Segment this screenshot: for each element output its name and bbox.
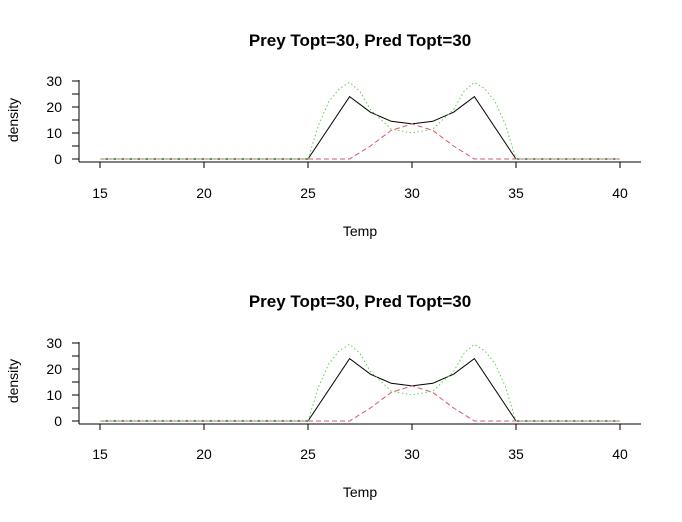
panel-2-title: Prey Topt=30, Pred Topt=30 (249, 292, 471, 311)
y-tick-label: 10 (46, 387, 62, 403)
x-tick-label: 15 (92, 185, 108, 201)
x-tick-label: 35 (508, 185, 524, 201)
x-tick-label: 25 (300, 446, 316, 462)
x-tick-label: 40 (612, 446, 628, 462)
y-tick-label: 30 (46, 335, 62, 351)
x-tick-label: 20 (196, 446, 212, 462)
y-tick-label: 0 (54, 413, 62, 429)
panel-1-y-ticks: 0 10 20 30 (46, 73, 79, 167)
panel-2-y-ticks: 0 10 20 30 (46, 335, 79, 429)
x-tick-label: 15 (92, 446, 108, 462)
panel-1-series (100, 81, 620, 160)
x-tick-label: 35 (508, 446, 524, 462)
panel-2-x-ticks: 15 20 25 30 35 40 (92, 424, 628, 462)
x-tick-label: 30 (404, 185, 420, 201)
panel-2: Prey Topt=30, Pred Topt=30 Temp density … (5, 292, 641, 500)
panel-1-x-ticks: 15 20 25 30 35 40 (92, 162, 628, 201)
panel-2-ylabel: density (5, 359, 21, 403)
series-line-dashed (100, 385, 620, 422)
y-tick-label: 10 (46, 125, 62, 141)
x-tick-label: 30 (404, 446, 420, 462)
series-line-dotted (100, 343, 620, 422)
panel-1: Prey Topt=30, Pred Topt=30 Temp density … (5, 31, 641, 239)
x-tick-label: 40 (612, 185, 628, 201)
panel-1-title: Prey Topt=30, Pred Topt=30 (249, 31, 471, 50)
y-tick-label: 30 (46, 73, 62, 89)
series-line-solid (100, 357, 620, 422)
panel-1-ylabel: density (5, 98, 21, 142)
y-tick-label: 20 (46, 361, 62, 377)
x-tick-label: 20 (196, 185, 212, 201)
y-tick-label: 20 (46, 99, 62, 115)
series-line-dotted (100, 81, 620, 160)
x-tick-label: 25 (300, 185, 316, 201)
series-line-dashed (100, 123, 620, 160)
panel-2-series (100, 343, 620, 422)
panel-2-xlabel: Temp (343, 484, 377, 500)
panel-1-xlabel: Temp (343, 223, 377, 239)
y-tick-label: 0 (54, 151, 62, 167)
series-line-solid (100, 95, 620, 160)
